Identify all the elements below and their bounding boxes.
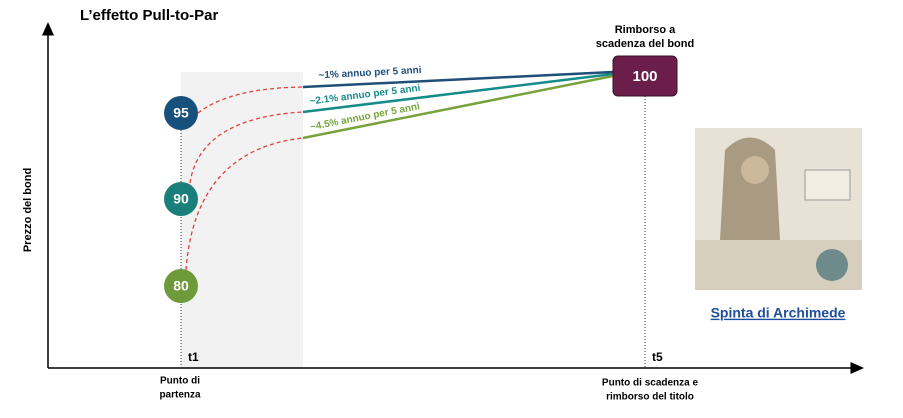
image-head [741, 156, 769, 184]
curve [189, 111, 304, 184]
time-caption: partenza [159, 390, 201, 401]
title: L’effetto Pull-to-Par [80, 7, 218, 24]
path-line [302, 72, 614, 114]
redemption-label: scadenza del bond [596, 38, 694, 50]
price-label: 80 [173, 278, 189, 294]
price-circle [164, 96, 198, 130]
time-label: t1 [188, 350, 199, 364]
price-circle [164, 269, 198, 303]
period-shade [181, 72, 303, 368]
path-line [302, 70, 614, 89]
time-caption: rimborso del titolo [606, 392, 694, 403]
price-label: 95 [173, 105, 189, 121]
time-label: t5 [652, 350, 663, 364]
image-book [804, 169, 851, 201]
archimedes-image [695, 128, 862, 290]
image-caption-link[interactable]: Spinta di Archimede [711, 305, 846, 321]
price-label: 90 [173, 191, 189, 207]
dashed-curves [185, 86, 304, 271]
image-sphere [816, 249, 848, 281]
redemption-value: 100 [632, 68, 657, 85]
price-circle [164, 182, 198, 216]
y-axis-label: Prezzo del bond [22, 168, 34, 252]
time-caption: Punto di [160, 376, 200, 387]
time-caption: Punto di scadenza e [602, 378, 699, 389]
redemption-label: Rimborso a [615, 24, 676, 36]
curve [197, 86, 304, 114]
redemption-box [612, 55, 678, 97]
path-line [302, 74, 614, 140]
path-label: ~1% annuo per 5 anni [318, 65, 422, 81]
image-figure [720, 137, 780, 240]
curve [185, 137, 304, 271]
